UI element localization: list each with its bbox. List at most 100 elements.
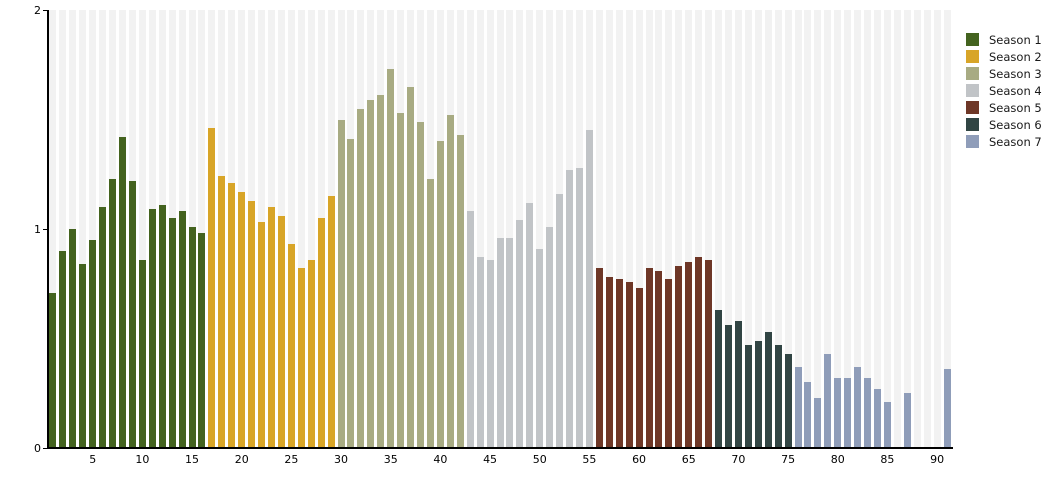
bar-episode-50 <box>536 248 544 448</box>
bar-episode-32 <box>357 108 365 448</box>
bar-episode-83 <box>864 377 872 448</box>
bar-episode-54 <box>575 167 583 448</box>
background-stripe <box>923 10 931 448</box>
y-tick-label: 2 <box>34 3 41 17</box>
bar-episode-87 <box>903 393 911 448</box>
bar-episode-79 <box>824 353 832 448</box>
x-tick-label: 35 <box>383 453 398 466</box>
background-stripe <box>198 10 206 448</box>
bar-episode-52 <box>556 193 564 448</box>
legend-swatch-icon <box>966 135 979 148</box>
bar-episode-76 <box>794 366 802 448</box>
legend-label: Season 1 <box>989 32 1042 47</box>
bar-episode-31 <box>347 139 355 448</box>
bar-episode-67 <box>705 259 713 448</box>
x-tick-label: 10 <box>135 453 150 466</box>
bar-episode-44 <box>476 257 484 448</box>
bar-episode-70 <box>734 320 742 448</box>
x-tick-label: 70 <box>731 453 746 466</box>
bar-episode-22 <box>258 222 266 448</box>
background-stripe <box>844 10 852 448</box>
bar-episode-91 <box>943 369 951 448</box>
background-stripe <box>685 10 693 448</box>
legend: Season 1 Season 2 Season 3 Season 4 Season 5… <box>966 31 1042 150</box>
background-stripe <box>784 10 792 448</box>
bar-episode-26 <box>297 268 305 448</box>
bar-episode-27 <box>307 259 315 448</box>
bar-episode-9 <box>128 180 136 448</box>
legend-item-season-7: Season 7 <box>966 133 1042 150</box>
bar-episode-10 <box>138 259 146 448</box>
bar-episode-58 <box>615 279 623 448</box>
background-stripe <box>89 10 97 448</box>
bar-episode-84 <box>873 388 881 448</box>
x-tick-label: 15 <box>185 453 200 466</box>
bar-episode-20 <box>238 191 246 448</box>
bar-episode-38 <box>417 121 425 448</box>
bar-episode-23 <box>268 207 276 448</box>
bar-episode-45 <box>486 259 494 448</box>
bar-episode-2 <box>59 250 67 448</box>
bar-episode-59 <box>625 281 633 448</box>
legend-swatch-icon <box>966 50 979 63</box>
x-tick-label: 75 <box>781 453 796 466</box>
background-stripe <box>695 10 703 448</box>
y-tick-mark <box>43 447 48 449</box>
bar-episode-28 <box>317 218 325 448</box>
y-tick-mark <box>43 228 48 230</box>
background-stripe <box>943 10 951 448</box>
y-tick-label: 1 <box>34 222 41 236</box>
x-tick-label: 5 <box>89 453 97 466</box>
background-stripe <box>854 10 862 448</box>
bar-episode-55 <box>585 130 593 448</box>
bar-episode-41 <box>446 115 454 448</box>
bar-episode-68 <box>715 310 723 448</box>
bar-episode-75 <box>784 353 792 448</box>
bar-episode-11 <box>148 209 156 448</box>
bar-episode-6 <box>99 207 107 448</box>
bar-episode-3 <box>69 229 77 448</box>
x-tick-label: 80 <box>830 453 845 466</box>
x-tick-label: 55 <box>582 453 597 466</box>
bar-episode-21 <box>248 200 256 448</box>
bar-episode-34 <box>377 95 385 448</box>
background-stripe <box>506 10 514 448</box>
background-stripe <box>933 10 941 448</box>
background-stripe <box>605 10 613 448</box>
background-stripe <box>655 10 663 448</box>
legend-swatch-icon <box>966 118 979 131</box>
legend-label: Season 2 <box>989 49 1042 64</box>
background-stripe <box>744 10 752 448</box>
background-stripe <box>496 10 504 448</box>
bar-episode-81 <box>844 377 852 448</box>
bar-episode-56 <box>595 268 603 448</box>
background-stripe <box>913 10 921 448</box>
bar-episode-29 <box>327 196 335 448</box>
background-stripe <box>486 10 494 448</box>
bar-episode-46 <box>496 237 504 448</box>
bar-episode-25 <box>287 244 295 448</box>
background-stripe <box>734 10 742 448</box>
background-stripe <box>635 10 643 448</box>
bar-episode-8 <box>119 137 126 448</box>
legend-label: Season 3 <box>989 66 1042 81</box>
bar-episode-63 <box>665 279 673 448</box>
bar-episode-42 <box>456 134 464 448</box>
bar-episode-82 <box>854 366 862 448</box>
background-stripe <box>814 10 822 448</box>
background-stripe <box>774 10 782 448</box>
bar-episode-14 <box>178 211 186 448</box>
background-stripe <box>595 10 603 448</box>
bar-episode-37 <box>407 86 415 448</box>
bar-episode-36 <box>397 112 405 448</box>
bar-episode-43 <box>466 211 474 448</box>
x-tick-label: 90 <box>930 453 945 466</box>
bar-episode-16 <box>198 233 206 448</box>
background-stripe <box>49 10 57 448</box>
legend-label: Season 5 <box>989 100 1042 115</box>
bar-episode-33 <box>367 99 375 448</box>
bar-episode-7 <box>109 178 117 448</box>
background-stripe <box>645 10 653 448</box>
x-tick-label: 30 <box>334 453 349 466</box>
bar-episode-19 <box>228 183 236 448</box>
